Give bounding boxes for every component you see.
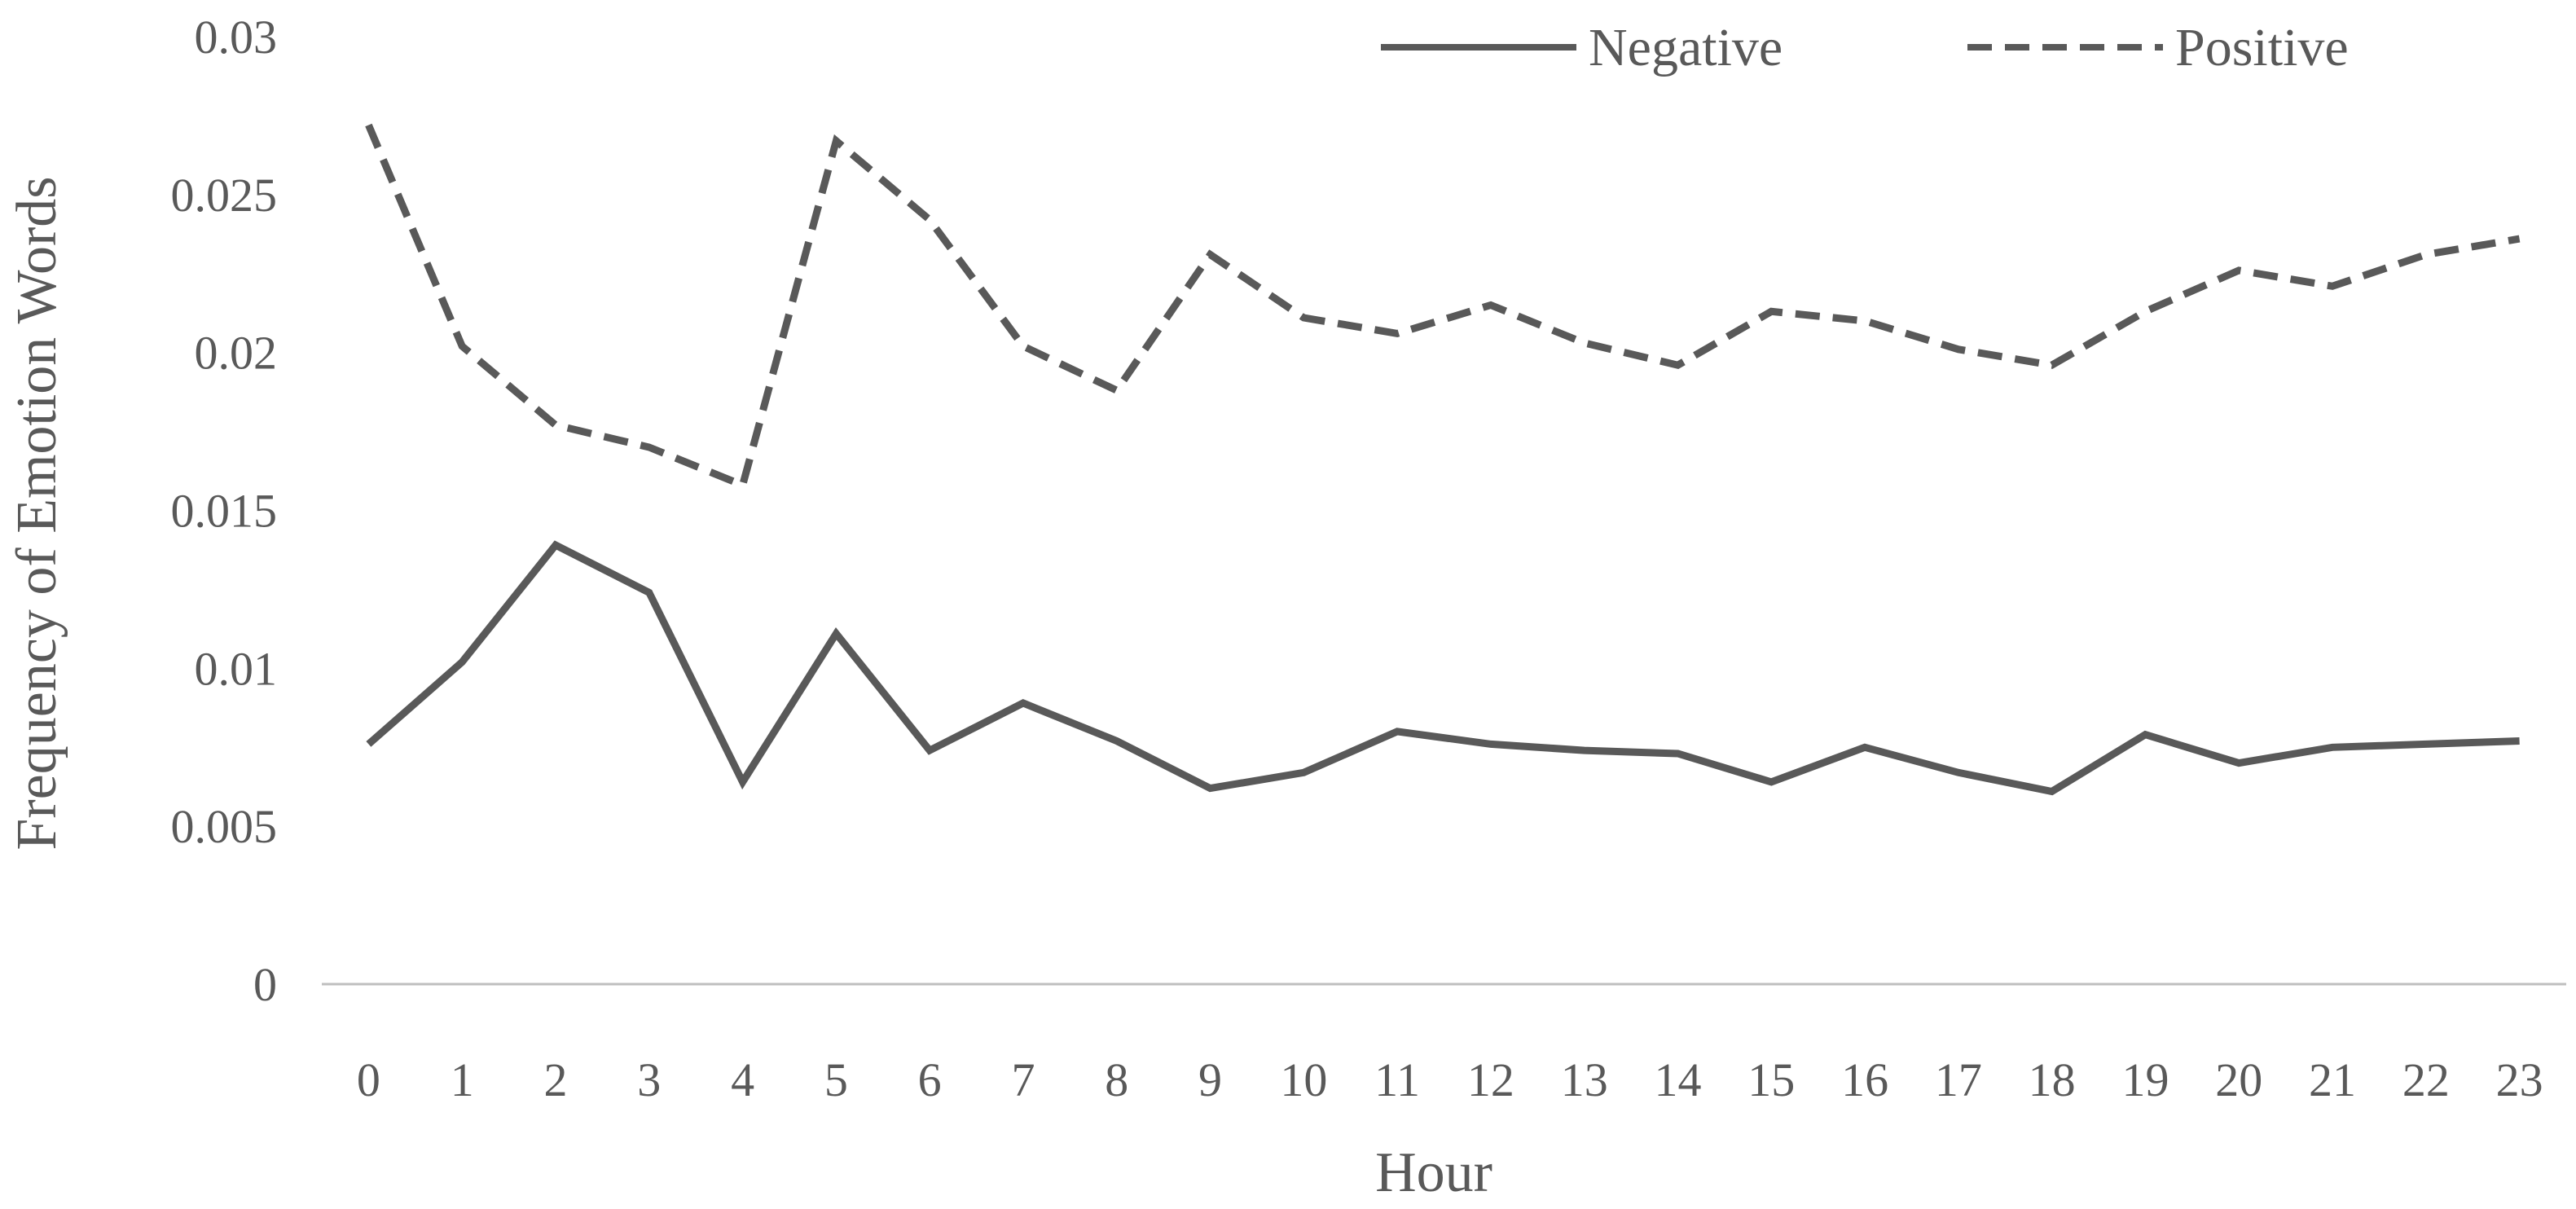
x-tick-label: 13	[1561, 1053, 1608, 1106]
y-tick-label: 0.02	[195, 327, 278, 380]
y-tick-label: 0.025	[171, 169, 278, 222]
y-tick-label: 0.01	[195, 642, 278, 695]
x-tick-label: 23	[2496, 1053, 2543, 1106]
y-tick-label: 0	[253, 958, 277, 1011]
legend-label-positive: Positive	[2175, 18, 2349, 77]
x-tick-label: 0	[357, 1053, 380, 1106]
legend: Negative Positive	[1381, 18, 2349, 77]
x-tick-label: 22	[2402, 1053, 2450, 1106]
x-tick-label: 12	[1467, 1053, 1514, 1106]
x-tick-label: 11	[1374, 1053, 1420, 1106]
x-tick-label: 4	[731, 1053, 754, 1106]
x-tick-label: 15	[1747, 1053, 1795, 1106]
y-axis-title: Frequency of Emotion Words	[6, 176, 68, 850]
x-tick-label: 8	[1105, 1053, 1128, 1106]
legend-label-negative: Negative	[1589, 18, 1783, 77]
y-tick-label: 0.03	[195, 11, 278, 64]
x-tick-label: 5	[824, 1053, 848, 1106]
x-axis-title: Hour	[1375, 1141, 1492, 1204]
x-tick-label: 10	[1280, 1053, 1327, 1106]
x-tick-label: 7	[1011, 1053, 1035, 1106]
x-tick-label: 21	[2309, 1053, 2356, 1106]
x-tick-label: 6	[918, 1053, 942, 1106]
series-line-negative	[366, 540, 2520, 796]
x-tick-label: 14	[1654, 1053, 1701, 1106]
x-tick-label: 18	[2029, 1053, 2076, 1106]
x-tick-label: 20	[2215, 1053, 2262, 1106]
x-tick-label: 19	[2121, 1053, 2169, 1106]
x-tick-label: 2	[543, 1053, 567, 1106]
series-line-positive	[365, 123, 2521, 490]
y-tick-label: 0.005	[171, 800, 278, 853]
x-tick-label: 16	[1841, 1053, 1888, 1106]
x-tick-label: 1	[451, 1053, 474, 1106]
y-tick-label: 0.015	[171, 485, 278, 538]
y-axis-ticks: 0 0.005 0.01 0.015 0.02 0.025 0.03	[171, 11, 278, 1011]
x-tick-label: 17	[1935, 1053, 1982, 1106]
x-tick-label: 9	[1198, 1053, 1222, 1106]
x-axis-ticks: 0 1 2 3 4 5 6 7 8 9 10 11 12 13 14 15 16 17 18 19 20 21 22 23	[357, 1053, 2543, 1106]
x-tick-label: 3	[637, 1053, 661, 1106]
plot-lines	[365, 123, 2521, 796]
